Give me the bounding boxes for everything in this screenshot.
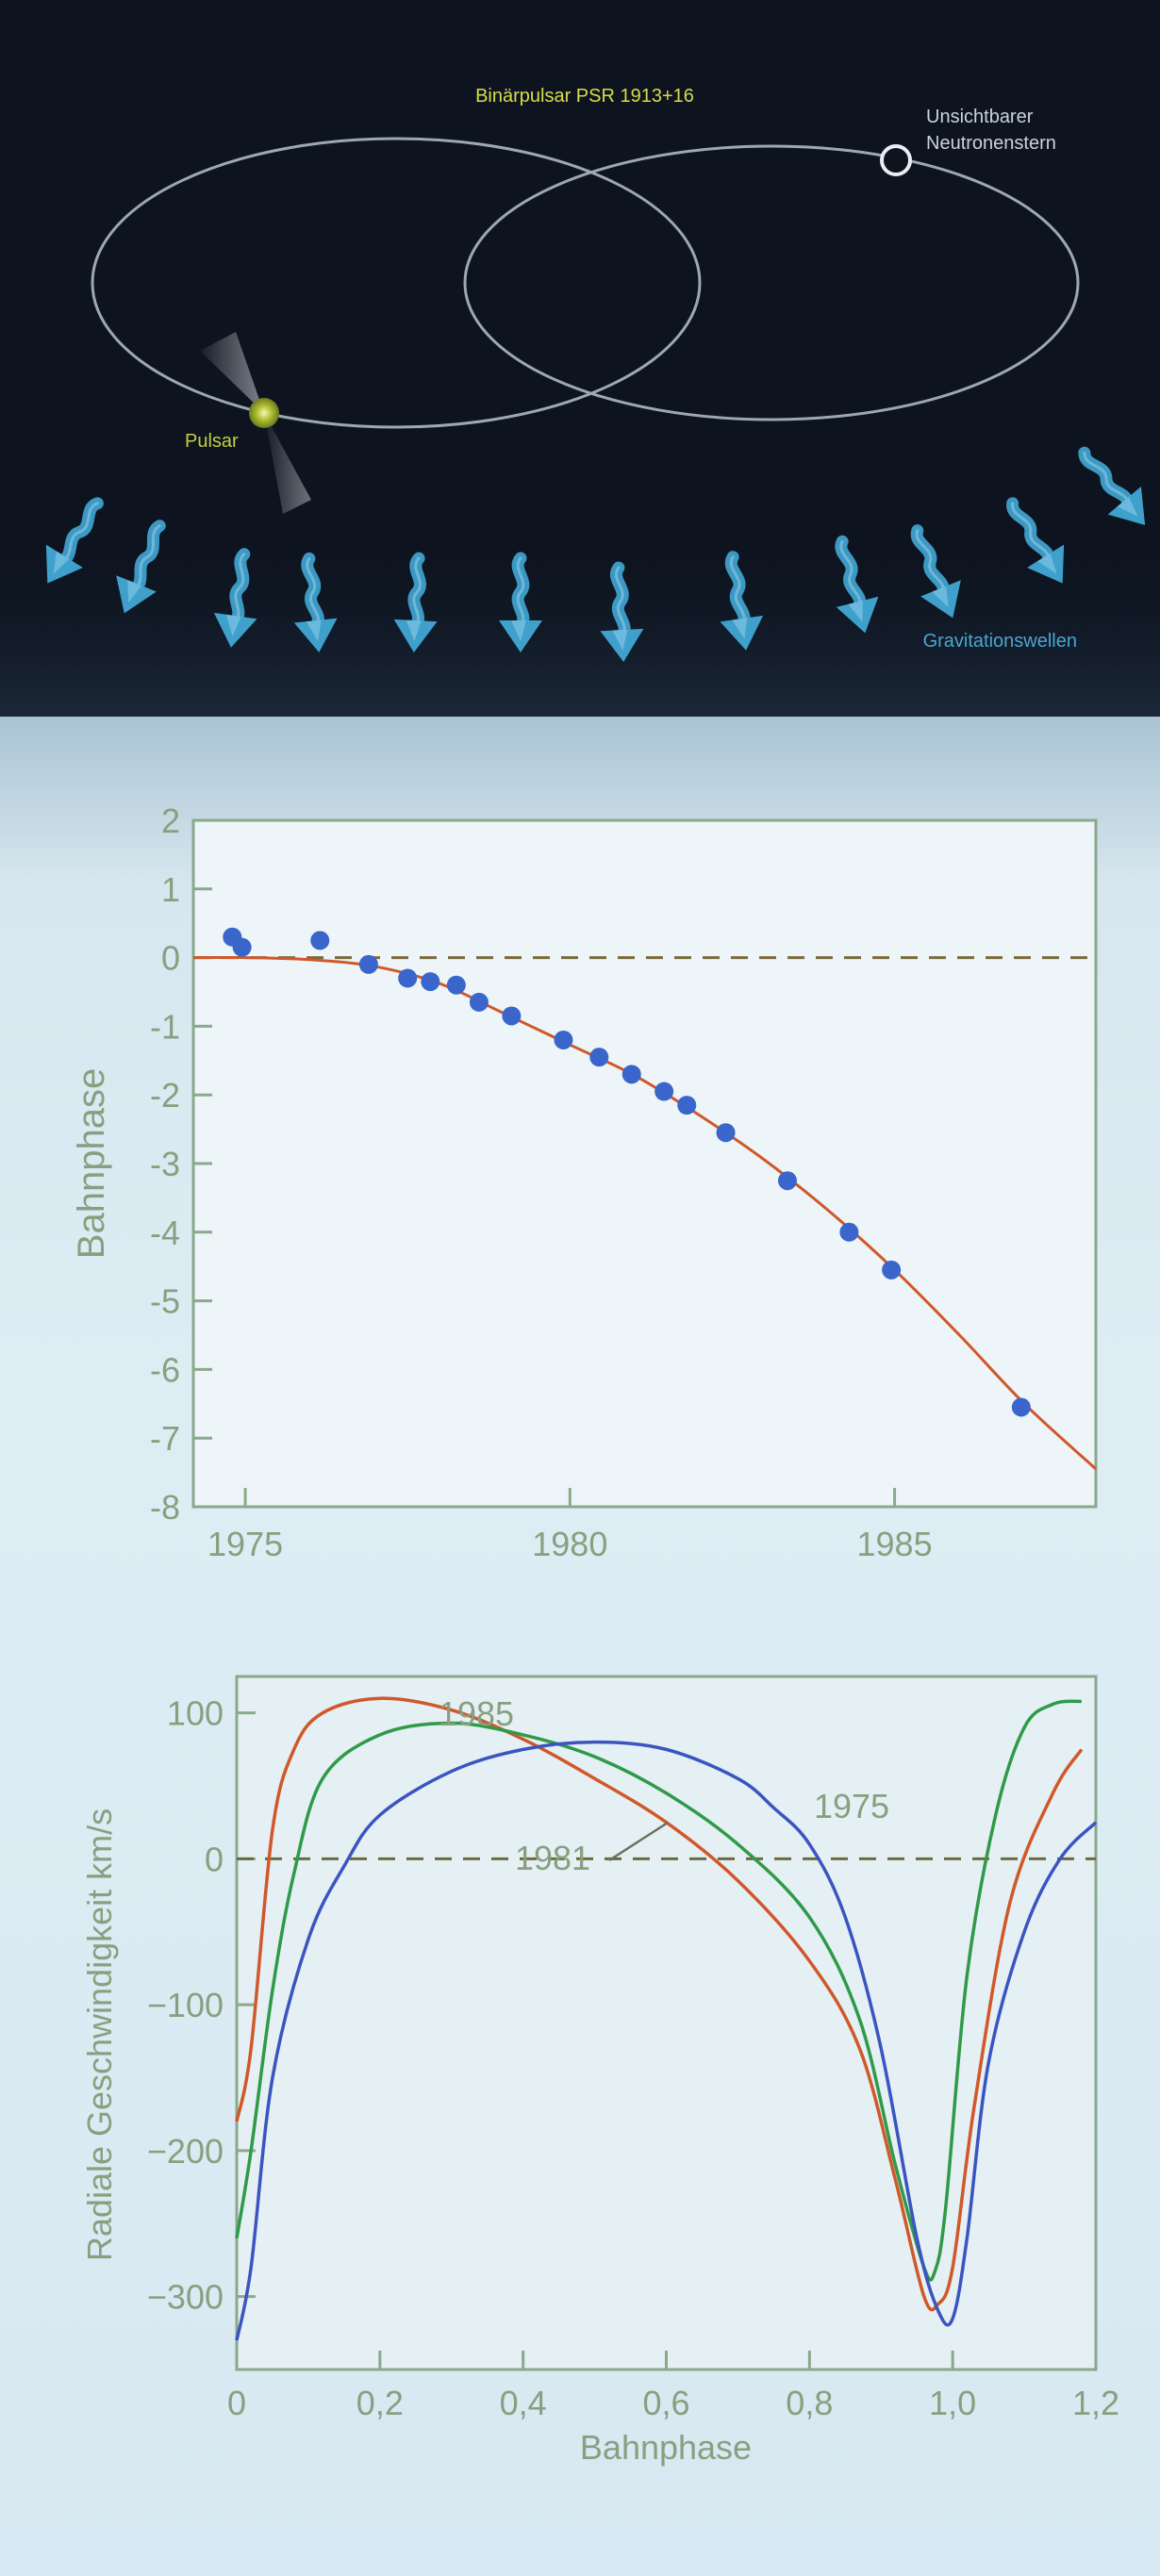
chart1-data-point — [469, 992, 489, 1012]
chart2-y-tick-label: −300 — [147, 2278, 224, 2317]
chart2-x-tick-label: 1,0 — [929, 2384, 976, 2422]
series-label-1981-leader — [608, 1821, 669, 1862]
diagram-canvas: Binärpulsar PSR 1913+16 Pulsar Unsichtba… — [0, 0, 1160, 717]
chart1-x-tick-label: 1985 — [857, 1525, 933, 1563]
chart1-y-tick-label: -1 — [150, 1007, 180, 1046]
chart2-y-axis-label: Radiale Geschwindigkeit km/s — [80, 1808, 119, 2261]
chart1-data-point — [232, 937, 252, 957]
neutron-star-orbit — [463, 144, 1080, 421]
chart1-data-point — [677, 1096, 697, 1115]
chart2-series-line-1975 — [235, 1740, 1098, 2341]
chart1-data-point — [398, 968, 418, 988]
chart1-x-tick-label: 1980 — [532, 1525, 607, 1563]
chart1-plot-frame — [191, 818, 1098, 1509]
chart2-series-line-1981 — [235, 1699, 1082, 2282]
chart1-data-point — [839, 1222, 859, 1242]
chart1-y-tick-label: 0 — [161, 939, 180, 978]
neutron-star-label: Neutronenstern — [926, 133, 1056, 154]
chart2-x-tick-label: 0 — [227, 2384, 246, 2422]
chart1-data-point — [882, 1260, 902, 1280]
chart1-y-tick-label: -3 — [150, 1145, 180, 1183]
pulsar-label: Pulsar — [185, 431, 239, 452]
chart1-y-tick-label: 2 — [161, 801, 180, 840]
chart2-x-axis-label: Bahnphase — [580, 2428, 752, 2467]
chart1-y-tick-label: -7 — [150, 1419, 180, 1458]
chart2-series-line-1985 — [235, 1696, 1084, 2312]
series-label-1975: 1975 — [814, 1787, 889, 1825]
chart1-data-point — [589, 1048, 609, 1067]
chart1-data-point — [358, 954, 378, 974]
chart2-x-tick-label: 0,6 — [642, 2384, 689, 2422]
chart2-x-tick-label: 0,8 — [786, 2384, 833, 2422]
series-label-1981: 1981 — [515, 1839, 590, 1877]
chart2-x-tick-label: 0,2 — [356, 2384, 404, 2422]
binary-pulsar-diagram: Binärpulsar PSR 1913+16 Pulsar Unsichtba… — [0, 0, 1160, 717]
pulsar-beams — [200, 332, 311, 514]
chart1-y-axis-label: Bahnphase — [71, 1068, 112, 1259]
chart1-data-point — [655, 1082, 674, 1101]
gravitational-waves-label: Gravitationswellen — [923, 631, 1077, 652]
chart2-plot-frame — [235, 1675, 1098, 2371]
chart1-y-tick-label: -8 — [150, 1488, 180, 1527]
charts-canvas: 2 1 0 -1 -2 -3 -4 -5 -6 -7 -8 1975 1980 1985 Bahnphas… — [71, 801, 1119, 2467]
chart2-x-tick-label: 1,2 — [1072, 2384, 1119, 2422]
neutron-star-marker — [880, 144, 912, 176]
chart2-y-tick-label: −200 — [147, 2132, 224, 2171]
radial-velocity-chart: 100 0 −100 −200 −300 0 0,2 0,4 0,6 0,8 1,0 1,2 Radi… — [80, 1675, 1119, 2467]
chart1-y-tick-label: -2 — [150, 1076, 180, 1115]
charts-panel: 2 1 0 -1 -2 -3 -4 -5 -6 -7 -8 1975 1980 1985 Bahnphas… — [0, 717, 1160, 2576]
chart1-y-tick-label: -6 — [150, 1350, 180, 1389]
chart1-data-point — [421, 972, 440, 992]
pulsar-orbit — [91, 137, 702, 429]
chart1-x-tick-label: 1975 — [207, 1525, 283, 1563]
chart1-data-point — [1011, 1397, 1031, 1417]
chart1-y-tick-label: -4 — [150, 1214, 180, 1252]
chart1-data-point — [446, 975, 466, 995]
diagram-title: Binärpulsar PSR 1913+16 — [475, 86, 694, 107]
chart1-data-point — [621, 1065, 641, 1084]
chart1-y-tick-label: 1 — [161, 870, 180, 909]
orbital-phase-chart: 2 1 0 -1 -2 -3 -4 -5 -6 -7 -8 1975 1980 1985 Bahnphas… — [71, 801, 1098, 1563]
chart1-data-point — [554, 1030, 573, 1049]
pulsar-star — [249, 398, 279, 428]
chart2-x-tick-label: 0,4 — [500, 2384, 547, 2422]
chart1-y-tick-label: -5 — [150, 1282, 180, 1321]
chart1-data-point — [502, 1006, 522, 1026]
series-label-1985: 1985 — [439, 1694, 514, 1733]
chart1-data-point — [716, 1123, 736, 1143]
chart1-data-point — [310, 931, 330, 950]
chart2-y-tick-label: 100 — [167, 1694, 224, 1733]
chart2-y-tick-label: 0 — [205, 1840, 224, 1878]
neutron-star-label: Unsichtbarer — [926, 107, 1034, 127]
chart2-y-tick-label: −100 — [147, 1986, 224, 2024]
chart1-data-point — [777, 1171, 797, 1191]
